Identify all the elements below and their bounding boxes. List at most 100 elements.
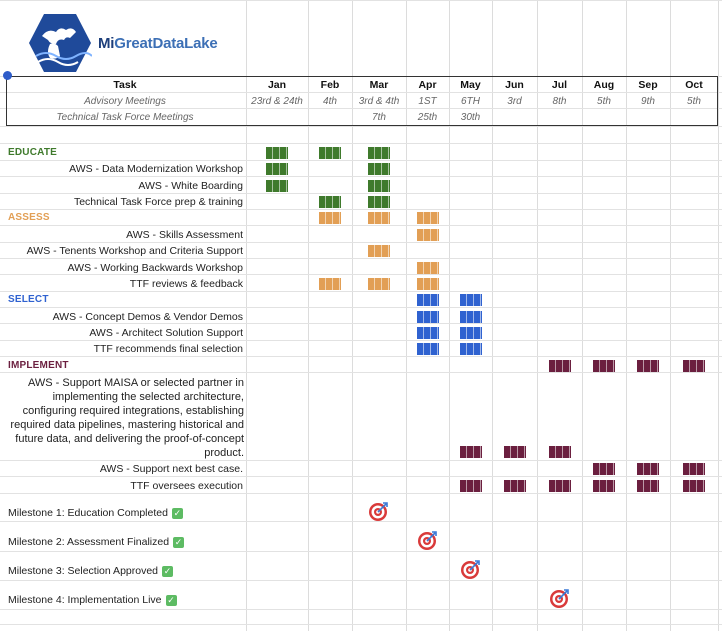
- ttf-date-may: 30th: [460, 112, 481, 123]
- educate-block-1-jan: [266, 180, 288, 192]
- grid-row-line: [0, 551, 722, 552]
- grid-row-line: [0, 307, 722, 308]
- check-icon: ✓: [165, 594, 177, 606]
- educate-block-0-mar: [368, 163, 390, 175]
- assess-block-3-feb: [319, 278, 341, 290]
- task-educate-0: AWS - Data Modernization Workshop: [69, 163, 243, 175]
- check-icon: ✓: [171, 507, 183, 519]
- grid-row-line: [0, 258, 722, 259]
- task-implement-2: TTF oversees execution: [130, 480, 243, 492]
- month-header-jun: Jun: [505, 79, 524, 91]
- grid-row-line: [0, 209, 722, 210]
- select-block-1-apr: [416, 327, 439, 339]
- select-block-0-apr: [416, 311, 439, 323]
- grid-column-line: [246, 0, 247, 631]
- advisory-date-jan: 23rd & 24th: [251, 96, 303, 107]
- milestone-text: Milestone 4: Implementation Live: [8, 594, 162, 606]
- section-educate: EDUCATE: [8, 147, 57, 158]
- grid-row-line: [0, 242, 722, 243]
- month-header-aug: Aug: [593, 79, 615, 91]
- grid-column-line: [492, 0, 493, 631]
- grid-row-line: [0, 340, 722, 341]
- milestone-3-label: Milestone 3: Selection Approved ✓: [8, 565, 174, 577]
- grid-row-line: [0, 92, 722, 93]
- grid-row-line: [0, 372, 722, 373]
- grid-row-line: [0, 521, 722, 522]
- select-header-block-apr: [416, 294, 439, 306]
- assess-header-block-mar: [368, 212, 390, 224]
- grid-row-line: [0, 609, 722, 610]
- grid-row-line: [0, 126, 722, 127]
- task-assess-3: TTF reviews & feedback: [129, 278, 243, 290]
- grid-row-line: [0, 460, 722, 461]
- implement-block-1-sep: [637, 463, 659, 475]
- advisory-date-mar: 3rd & 4th: [358, 96, 400, 107]
- milestone-1-label: Milestone 1: Education Completed ✓: [8, 507, 183, 519]
- grid-row-line: [0, 176, 722, 177]
- assess-block-3-apr: [416, 278, 439, 290]
- task-educate-2: Technical Task Force prep & training: [73, 196, 243, 208]
- michigan-hexagon-icon: [29, 14, 92, 72]
- select-block-2-apr: [416, 343, 439, 355]
- educate-header-block-feb: [319, 147, 341, 159]
- target-icon: [369, 502, 388, 521]
- implement-block-0-jul: [548, 446, 571, 458]
- grid-row-line: [0, 291, 722, 292]
- implement-block-2-oct: [683, 480, 705, 492]
- grid-row-line: [0, 493, 722, 494]
- month-header-mar: Mar: [369, 79, 389, 91]
- milestone-2-label: Milestone 2: Assessment Finalized ✓: [8, 536, 185, 548]
- advisory-date-aug: 5th: [597, 96, 611, 107]
- implement-block-2-may: [459, 480, 482, 492]
- assess-block-1-mar: [368, 245, 390, 257]
- grid-row-line: [0, 274, 722, 275]
- grid-row-line: [0, 476, 722, 477]
- implement-header-block-sep: [637, 360, 659, 372]
- grid-row-line: [0, 624, 722, 625]
- implement-header-block-aug: [593, 360, 615, 372]
- assess-header-block-feb: [319, 212, 341, 224]
- grid-column-line: [537, 0, 538, 631]
- implement-block-0-may: [459, 446, 482, 458]
- month-header-apr: Apr: [418, 79, 437, 91]
- ttf-date-apr: 25th: [417, 112, 438, 123]
- task-select-1: AWS - Architect Solution Support: [89, 327, 243, 339]
- task-implement-0: AWS - Support MAISA or selected partner …: [10, 377, 244, 459]
- task-select-0: AWS - Concept Demos & Vendor Demos: [52, 311, 243, 323]
- target-icon: [460, 560, 480, 579]
- milestone-text: Milestone 2: Assessment Finalized: [8, 536, 170, 548]
- grid-row-line: [0, 225, 722, 226]
- month-header-jan: Jan: [267, 79, 287, 91]
- month-header-may: May: [460, 79, 481, 91]
- header-table: [6, 76, 718, 126]
- grid-column-line: [308, 0, 309, 631]
- grid-column-line: [670, 0, 671, 631]
- month-header-feb: Feb: [320, 79, 340, 91]
- section-assess: ASSESS: [8, 212, 50, 223]
- logo: MiGreatDataLake: [28, 12, 238, 74]
- select-header-block-may: [459, 294, 482, 306]
- milestone-4-label: Milestone 4: Implementation Live ✓: [8, 594, 177, 606]
- assess-block-0-apr: [416, 229, 439, 241]
- selection-handle[interactable]: [3, 71, 12, 80]
- educate-block-2-mar: [368, 196, 390, 208]
- advisory-date-jul: 8th: [552, 96, 567, 107]
- ttf-row-label: Technical Task Force Meetings: [56, 112, 194, 123]
- advisory-date-oct: 5th: [687, 96, 701, 107]
- check-icon: ✓: [162, 565, 174, 577]
- task-select-2: TTF recommends final selection: [93, 343, 243, 355]
- section-select: SELECT: [8, 294, 49, 305]
- grid-row-line: [0, 108, 722, 109]
- grid-column-line: [582, 0, 583, 631]
- implement-block-1-aug: [593, 463, 615, 475]
- grid-row-line: [0, 580, 722, 581]
- educate-block-2-feb: [319, 196, 341, 208]
- implement-header-block-oct: [683, 360, 705, 372]
- month-header-sep: Sep: [638, 79, 658, 91]
- milestone-text: Milestone 3: Selection Approved: [8, 565, 159, 577]
- educate-header-block-mar: [368, 147, 390, 159]
- grid-column-line: [352, 0, 353, 631]
- target-icon: [417, 531, 437, 550]
- implement-block-2-sep: [637, 480, 659, 492]
- grid-column-line: [449, 0, 450, 631]
